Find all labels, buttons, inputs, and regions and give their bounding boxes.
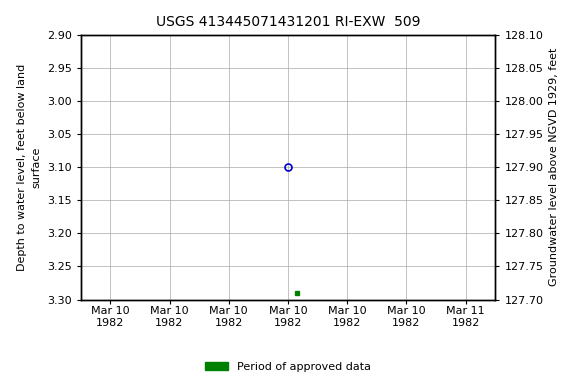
Y-axis label: Groundwater level above NGVD 1929, feet: Groundwater level above NGVD 1929, feet (549, 48, 559, 286)
Y-axis label: Depth to water level, feet below land
surface: Depth to water level, feet below land su… (17, 63, 41, 271)
Legend: Period of approved data: Period of approved data (201, 358, 375, 377)
Title: USGS 413445071431201 RI-EXW  509: USGS 413445071431201 RI-EXW 509 (156, 15, 420, 29)
